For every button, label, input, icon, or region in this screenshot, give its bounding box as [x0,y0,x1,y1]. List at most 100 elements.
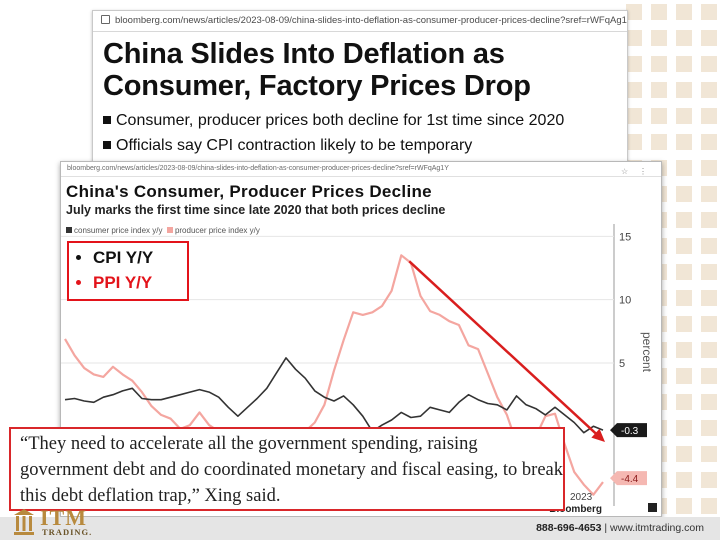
decor-square [701,212,717,228]
square-bullet-icon [103,141,111,149]
decor-square [701,316,717,332]
chart-title: China's Consumer, Producer Prices Declin… [66,182,432,201]
cpi-end-marker [610,423,647,438]
logo-text-itm: ITM [40,505,87,530]
decor-square [626,30,642,46]
decor-square [676,186,692,202]
decor-square [626,56,642,72]
footer-bar: 888-696-4653 | www.itmtrading.com [0,517,720,540]
decor-square [676,160,692,176]
annotation-arrowhead [591,428,605,442]
chart-source-label: Bloomberg [549,504,602,515]
decor-square [676,472,692,488]
logo-text-trading: TRADING. [42,527,93,537]
decor-square [701,368,717,384]
decor-square [701,56,717,72]
y-tick-label: 5 [619,358,625,370]
square-bullet-icon [103,116,111,124]
bullet-item: Consumer, producer prices both decline f… [103,108,627,133]
decor-square [626,108,642,124]
decor-square [676,212,692,228]
decor-square [701,4,717,20]
article-screenshot: bloomberg.com/news/articles/2023-08-09/c… [92,10,628,172]
decor-square [651,82,667,98]
annotation-arrow-line [408,260,599,437]
footer-website[interactable]: www.itmtrading.com [610,522,704,534]
decor-square [701,472,717,488]
decor-square [676,108,692,124]
decor-square [676,290,692,306]
pillar-logo-icon [14,509,34,535]
decor-square [651,30,667,46]
callout-item-cpi: CPI Y/Y [93,245,187,270]
quote-box: “They need to accelerate all the governm… [9,427,565,511]
decor-square [676,368,692,384]
chart-subtitle: July marks the first time since late 202… [66,203,446,217]
decor-square [676,446,692,462]
footer-phone[interactable]: 888-696-4653 [536,522,602,534]
itm-trading-logo[interactable]: ITM TRADING. [12,505,100,540]
cpi-end-label: -0.3 [621,426,639,437]
decor-square [701,420,717,436]
headline-line-1: China Slides Into Deflation as [103,38,505,70]
ppi-end-marker [610,471,647,486]
article-bullets: Consumer, producer prices both decline f… [103,108,627,158]
decor-square [676,134,692,150]
series-callout-box: CPI Y/Y PPI Y/Y [67,241,189,301]
decor-square [626,82,642,98]
decor-square [701,160,717,176]
y-axis-label: percent [640,332,654,373]
decor-square [676,82,692,98]
decor-square [626,4,642,20]
legend-label-cpi: consumer price index y/y [74,226,163,235]
legend-swatch-cpi [66,227,72,233]
chart-url: bloomberg.com/news/articles/2023-08-09/c… [67,165,449,172]
decor-square [701,342,717,358]
decor-square [701,108,717,124]
decor-square [676,316,692,332]
article-headline: China Slides Into Deflation as Consumer,… [103,38,627,102]
legend-label-ppi: producer price index y/y [174,226,260,235]
decor-square [701,394,717,410]
decor-square [701,238,717,254]
decor-square [701,186,717,202]
decor-square [676,498,692,514]
star-icon: ☆ [621,167,629,176]
article-url: bloomberg.com/news/articles/2023-08-09/c… [115,15,627,26]
decor-square [676,238,692,254]
decor-square [651,134,667,150]
chart-url-bar[interactable]: bloomberg.com/news/articles/2023-08-09/c… [61,162,661,177]
bloomberg-logo-icon [648,503,657,512]
decor-square [701,30,717,46]
bullet-item: Officials say CPI contraction likely to … [103,133,627,158]
decor-square [676,342,692,358]
decor-square [676,30,692,46]
decor-square [676,420,692,436]
footer-separator: | [604,522,608,534]
legend-swatch-ppi [166,227,173,233]
decor-square [701,264,717,280]
decor-square [676,264,692,280]
footer-contact: 888-696-4653 | www.itmtrading.com [536,522,704,534]
article-url-bar[interactable]: bloomberg.com/news/articles/2023-08-09/c… [93,11,627,32]
y-tick-label: 15 [619,231,631,243]
chart-legend: consumer price index y/y producer price … [66,226,260,235]
decor-square [651,108,667,124]
decor-square [626,134,642,150]
lock-icon [101,15,110,24]
headline-line-2: Consumer, Factory Prices Drop [103,70,531,102]
decor-square [676,394,692,410]
ppi-end-label: -4.4 [621,474,639,485]
y-tick-label: 10 [619,295,631,307]
decor-square [676,4,692,20]
decor-square [651,56,667,72]
cpi-series-line [64,357,604,434]
decor-square [651,4,667,20]
decor-square [701,82,717,98]
decor-square [701,498,717,514]
decor-square [701,290,717,306]
decor-square [701,446,717,462]
x-tick-label: 2023 [570,492,593,503]
decor-square [676,56,692,72]
